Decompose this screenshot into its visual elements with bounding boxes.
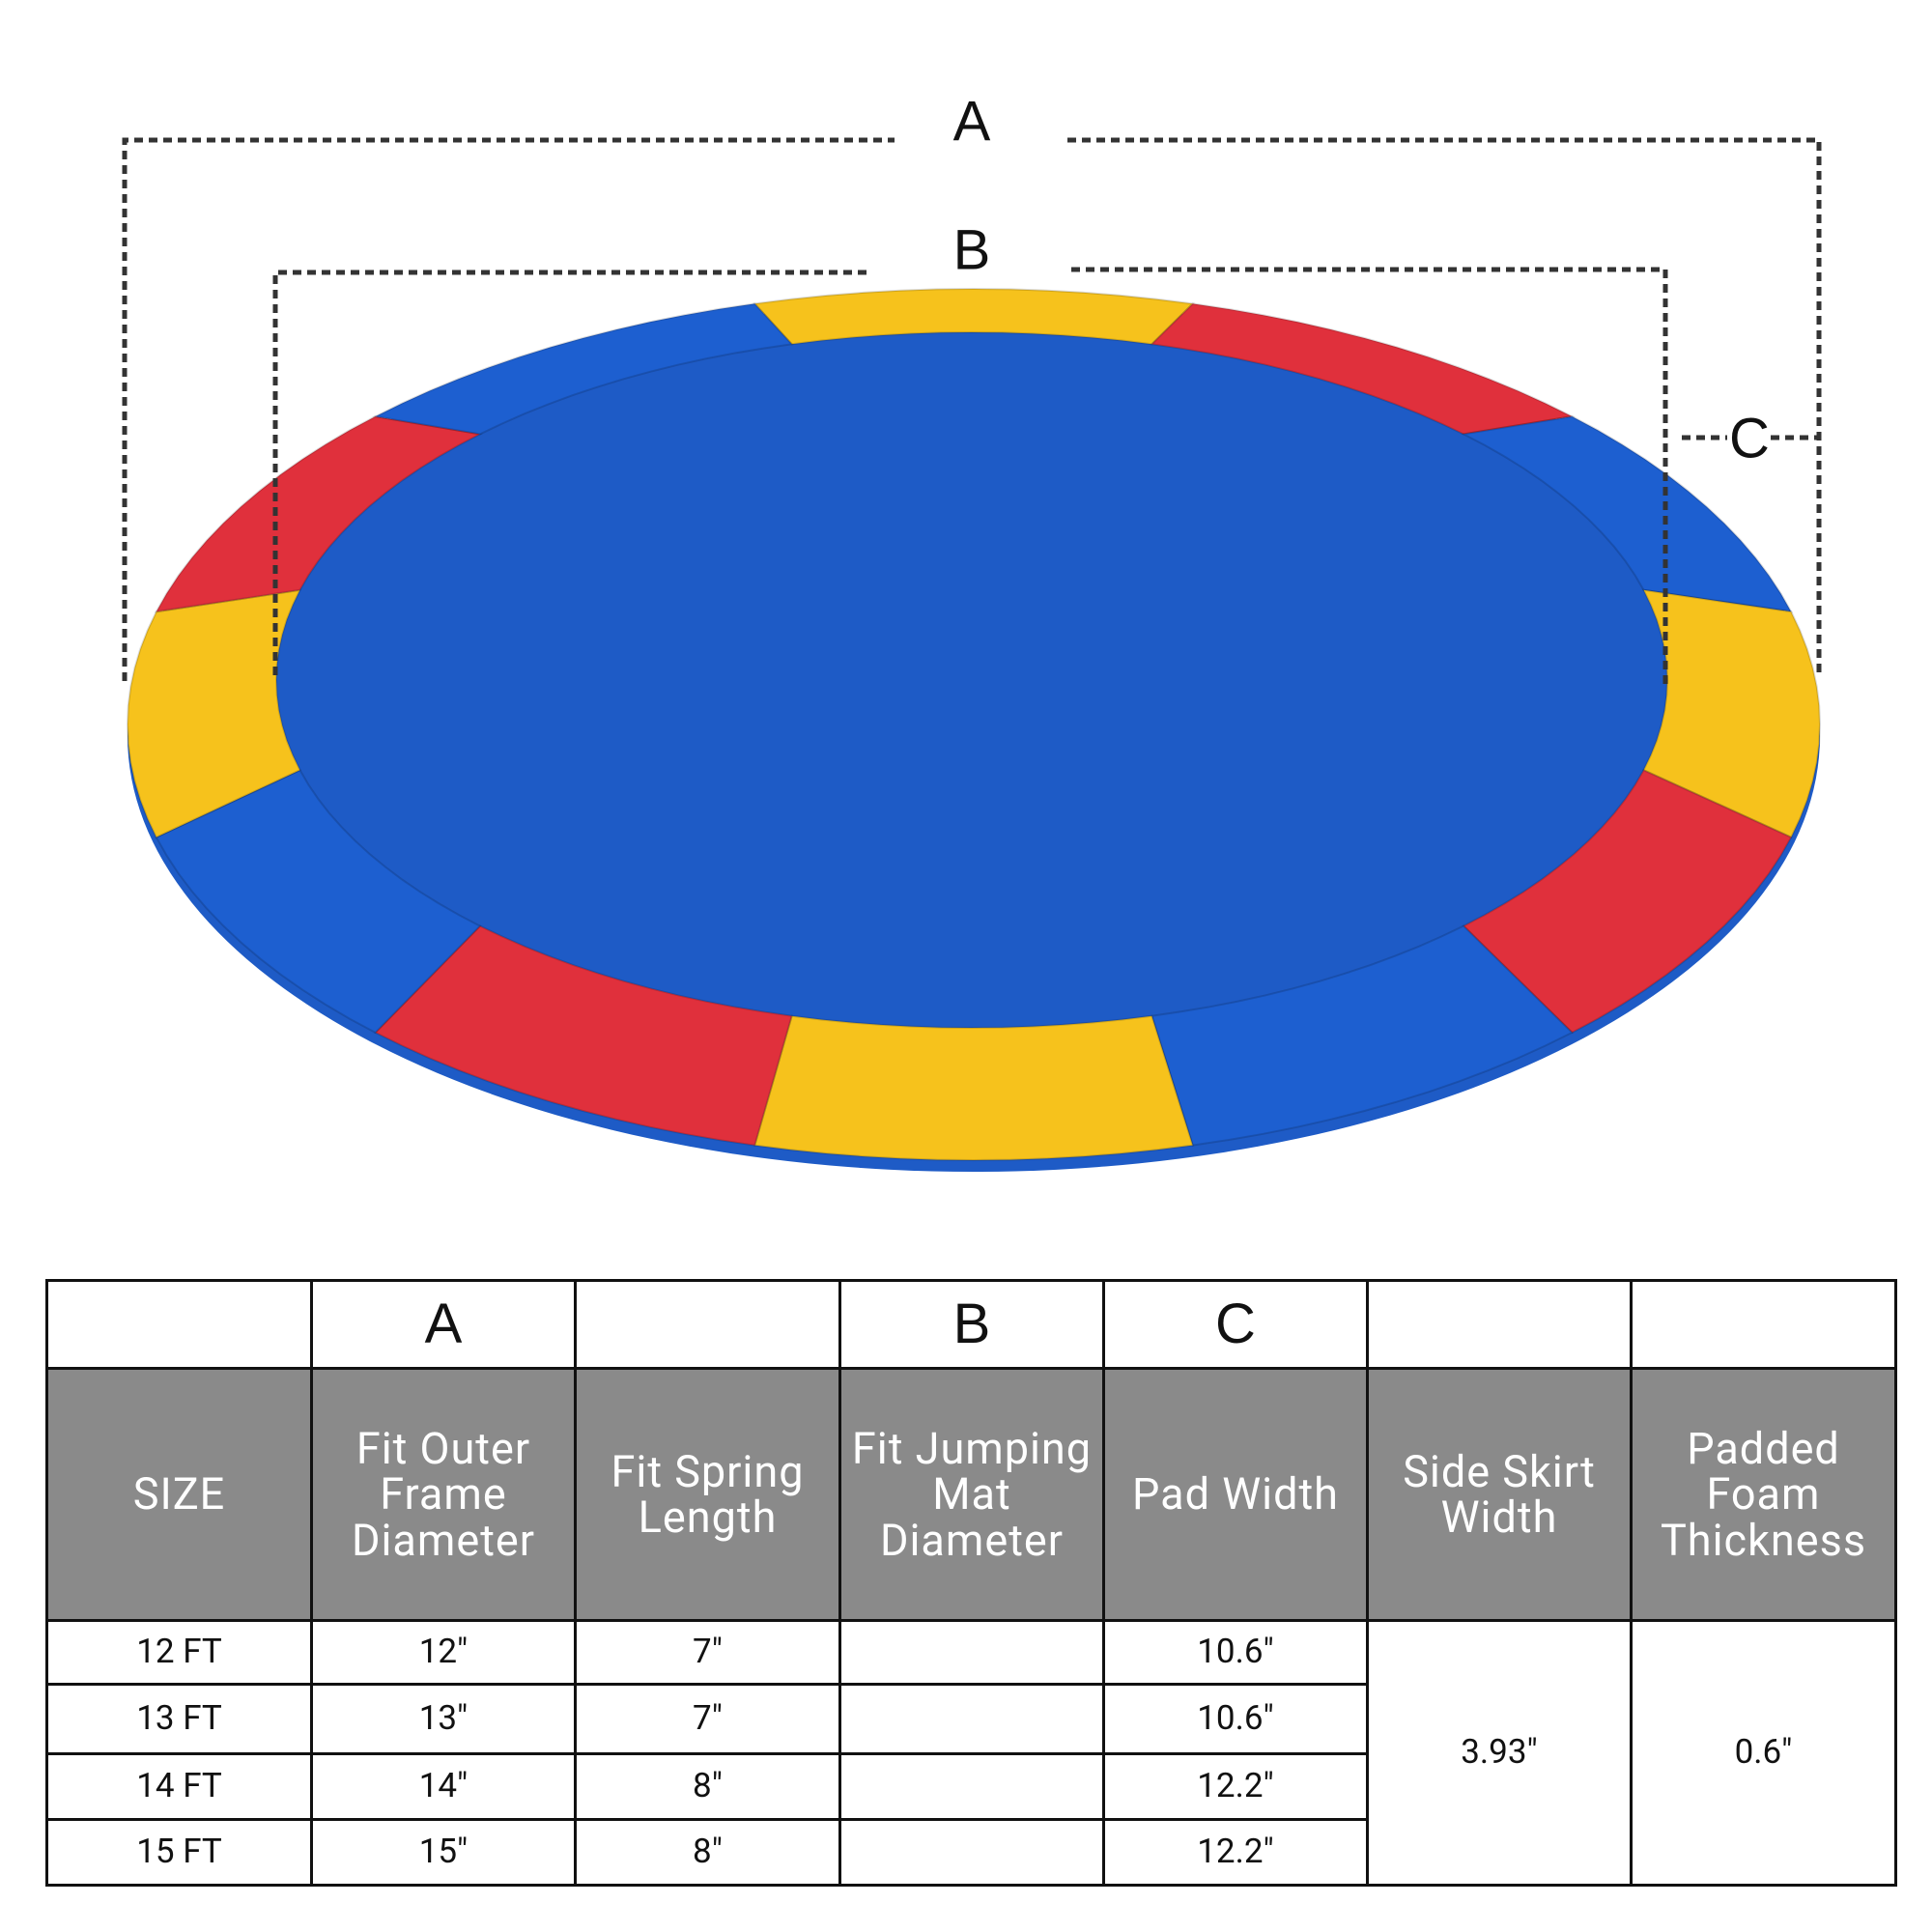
table-cell: 12″ [310, 1619, 577, 1686]
table-cell: 14 FT [45, 1752, 313, 1821]
column-letter [45, 1279, 313, 1370]
table-cell [838, 1683, 1105, 1755]
column-header: SIZE [45, 1367, 313, 1622]
table-cell: 13 FT [45, 1683, 313, 1755]
merged-cell: 3.93″ [1366, 1619, 1633, 1887]
table-cell [838, 1619, 1105, 1686]
table-cell: 15 FT [45, 1818, 313, 1887]
pad-segment [372, 302, 794, 436]
table-cell: 8″ [574, 1752, 841, 1821]
dimension-line-b [1071, 267, 1668, 688]
table-cell: 7″ [574, 1683, 841, 1755]
table-cell: 14″ [310, 1752, 577, 1821]
table-cell: 10.6″ [1102, 1619, 1369, 1686]
table-cell: 15″ [310, 1818, 577, 1887]
dimension-line-a [1067, 137, 1822, 675]
table-cell: 12 FT [45, 1619, 313, 1686]
table-cell: 12.2″ [1102, 1752, 1369, 1821]
table-cell: 13″ [310, 1683, 577, 1755]
column-letter [1366, 1279, 1633, 1370]
table-cell [838, 1818, 1105, 1887]
table-cell: 10.6″ [1102, 1683, 1369, 1755]
table-cell [838, 1752, 1105, 1821]
column-header: Padded Foam Thickness [1630, 1367, 1897, 1622]
pad-skirt [128, 300, 1820, 1172]
column-header: Fit Outer Frame Diameter [310, 1367, 577, 1622]
label-a: A [953, 90, 991, 153]
column-letter [574, 1279, 841, 1370]
column-header: Fit Spring Length [574, 1367, 841, 1622]
trampoline-pad [126, 287, 1822, 1172]
column-header: Pad Width [1102, 1367, 1369, 1622]
label-b: B [953, 218, 991, 281]
table-cell: 8″ [574, 1818, 841, 1887]
merged-cell: 0.6″ [1630, 1619, 1897, 1887]
column-header: Side Skirt Width [1366, 1367, 1633, 1622]
table-cell: 7″ [574, 1619, 841, 1686]
column-letter: C [1102, 1279, 1369, 1370]
trampoline-diagram: A B C [122, 90, 1822, 1172]
label-c: C [1729, 407, 1770, 469]
column-letter: B [838, 1279, 1105, 1370]
column-header: Fit Jumping Mat Diameter [838, 1367, 1105, 1622]
dimension-line-a [122, 137, 895, 681]
dimension-line-b [272, 270, 870, 675]
table-cell: 12.2″ [1102, 1818, 1369, 1887]
column-letter [1630, 1279, 1897, 1370]
column-letter: A [310, 1279, 577, 1370]
